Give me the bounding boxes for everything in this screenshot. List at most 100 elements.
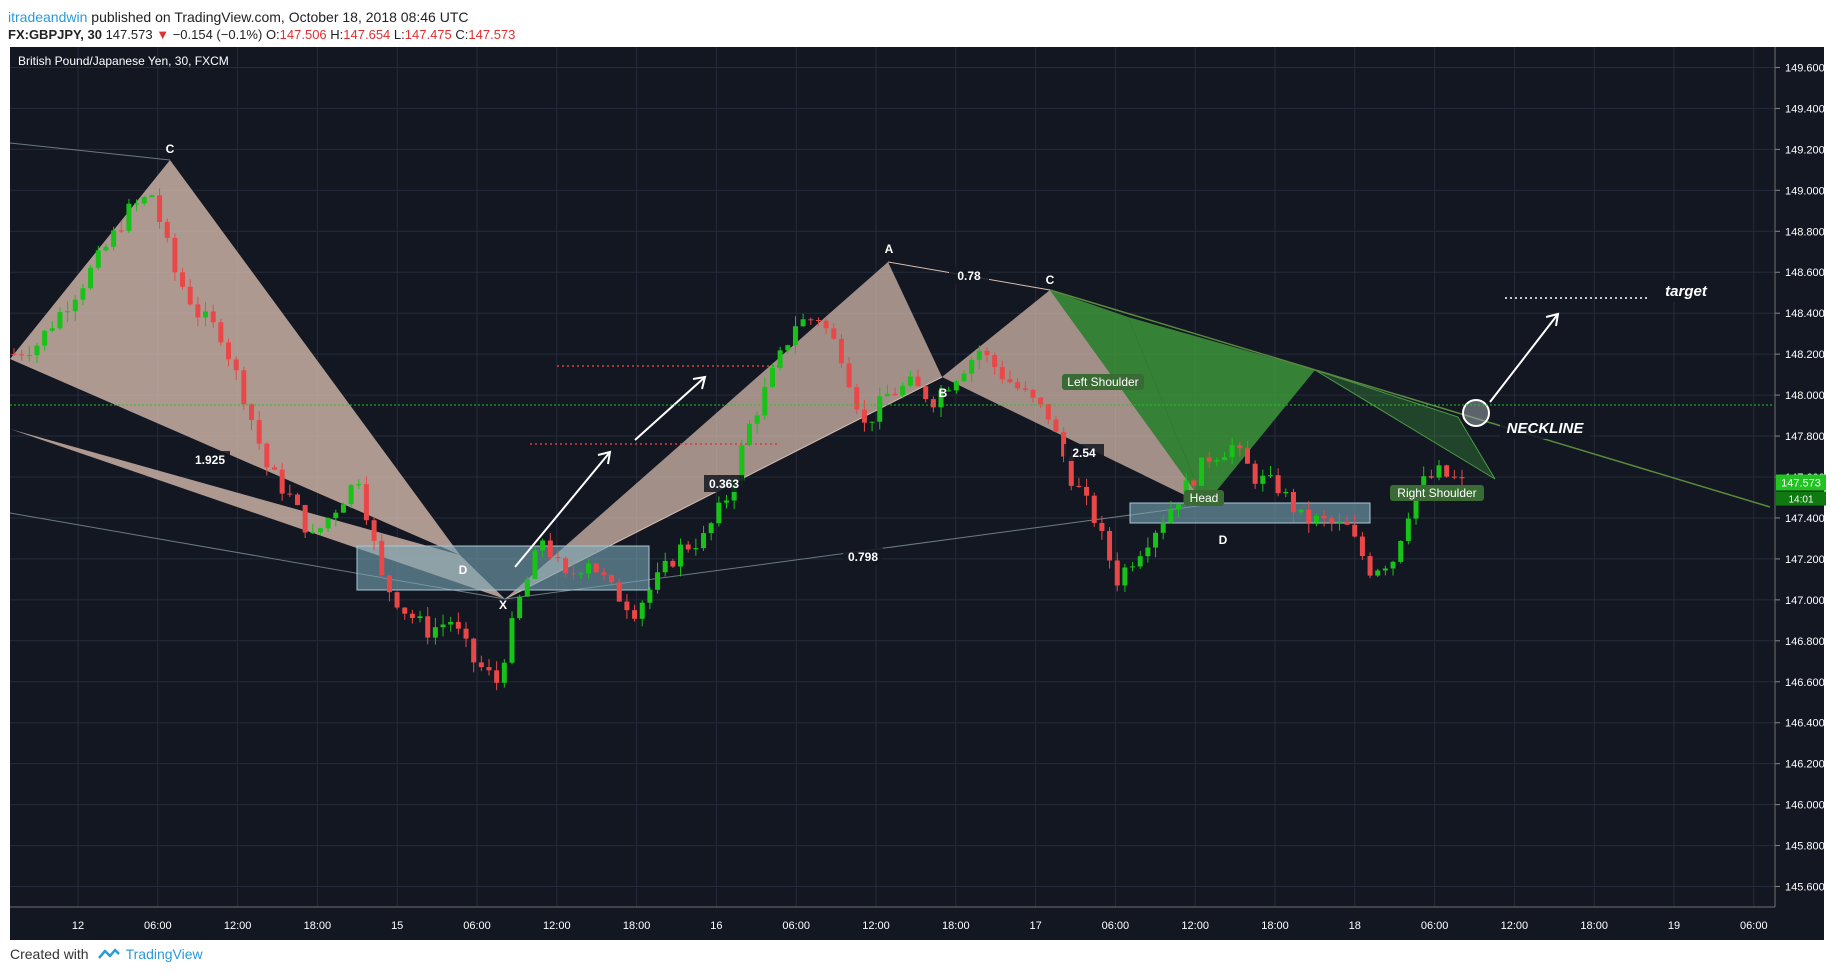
candle-body [785, 345, 791, 351]
candle-body [1221, 457, 1227, 461]
candle-body [348, 484, 354, 505]
candle-body [1122, 567, 1128, 586]
last-price-tag [1776, 474, 1826, 491]
candle-body [65, 311, 71, 313]
candle-body [1199, 457, 1205, 486]
candle-body [524, 578, 530, 597]
candle-body [486, 667, 492, 671]
candle-body [1206, 457, 1212, 462]
candle-body [157, 195, 163, 222]
candle-body [271, 467, 277, 470]
symbol-label: FX:GBPJPY, 30 [8, 27, 102, 42]
arrow-head [597, 450, 612, 465]
ratio-label: 2.54 [1064, 444, 1104, 461]
candle-body [226, 342, 232, 360]
published-text: published on TradingView.com, October 18… [91, 9, 469, 25]
arrow [634, 376, 706, 441]
candle-body [930, 399, 936, 408]
candle-body [1260, 475, 1266, 484]
x-tick-label: 15 [391, 920, 403, 932]
pattern-point-label: X [499, 598, 507, 612]
tradingview-brand[interactable]: TradingView [97, 946, 203, 962]
candle-body [823, 320, 829, 329]
ratio-label-text: 0.78 [957, 269, 981, 283]
candle-body [961, 373, 967, 382]
candle-body [1191, 480, 1197, 486]
candle-body [95, 250, 101, 268]
candle-body [1007, 379, 1013, 383]
candle-body [815, 320, 821, 322]
candle-body [1375, 570, 1381, 576]
y-tick-label: 149.000 [1785, 185, 1825, 197]
created-with-text: Created with [10, 946, 89, 962]
candle-body [854, 387, 860, 410]
candle-body [616, 582, 622, 602]
symbol-info: FX:GBPJPY, 30 147.573 ▼ −0.154 (−0.1%) O… [8, 27, 515, 42]
neckline-label-text: NECKLINE [1507, 420, 1585, 437]
price-change: −0.154 (−0.1%) [172, 27, 263, 42]
candle-body [900, 385, 906, 396]
candle-body [57, 312, 63, 329]
candle-body [1306, 509, 1312, 523]
y-tick-label: 145.800 [1785, 841, 1825, 853]
candle-body [371, 520, 377, 541]
candle-body [1076, 485, 1082, 487]
ratio-label-bg [704, 475, 744, 492]
candle-body [1061, 431, 1067, 457]
candle-body [118, 230, 124, 232]
candle-body [333, 512, 339, 519]
candle-body [42, 330, 48, 346]
y-tick-label: 147.000 [1785, 595, 1825, 607]
candle-body [938, 390, 944, 408]
arrow-head [692, 375, 707, 390]
candle-body [984, 350, 990, 356]
author-link[interactable]: itradeandwin [8, 9, 88, 25]
candle-body [1390, 561, 1396, 569]
candle-body [685, 544, 691, 550]
ratio-label-bg [1064, 444, 1104, 461]
x-tick-label: 16 [710, 920, 722, 932]
candle-body [976, 350, 982, 360]
candle-body [946, 390, 952, 392]
chart-container[interactable]: British Pound/Japanese Yen, 30, FXCM C D X A… [0, 47, 1831, 940]
y-tick-label: 146.400 [1785, 718, 1825, 730]
y-tick-label: 147.800 [1785, 431, 1825, 443]
chart-title: British Pound/Japanese Yen, 30, FXCM [18, 54, 229, 68]
candle-body [769, 367, 775, 388]
candle-body [1153, 532, 1159, 548]
candle-body [609, 574, 615, 583]
candle-body [1382, 568, 1388, 571]
candle-body [1107, 530, 1113, 561]
candle-body [1030, 389, 1036, 398]
candle-body [425, 616, 431, 638]
candle-body [969, 359, 975, 374]
hs-triangle [1128, 317, 1315, 505]
candle-body [1022, 388, 1028, 390]
candle-body [792, 326, 798, 346]
ratio-label-bg [190, 451, 230, 468]
ratio-label-bg [949, 267, 989, 284]
change-down-icon: ▼ [156, 27, 170, 42]
price-chart[interactable]: British Pound/Japanese Yen, 30, FXCM C D X A… [0, 47, 1831, 940]
candle-body [1275, 475, 1281, 494]
candle-body [547, 540, 553, 558]
candle-body [915, 376, 921, 387]
candle-body [869, 421, 875, 423]
candle-body [1145, 547, 1151, 557]
candle-body [808, 319, 814, 321]
arrow [1489, 313, 1559, 403]
candle-body [1421, 476, 1427, 488]
candle-body [724, 500, 730, 503]
hs-label-text: Left Shoulder [1067, 375, 1138, 389]
axes: 149.600 149.400 149.200 149.000 148.800 148.6… [10, 47, 1826, 940]
candle-body [363, 484, 369, 521]
candle-body [586, 563, 592, 574]
candle-body [1313, 515, 1319, 523]
candle-body [907, 376, 913, 386]
candle-body [249, 404, 255, 421]
candle-body [846, 363, 852, 388]
y-tick-label: 147.200 [1785, 554, 1825, 566]
candle-body [1359, 536, 1365, 557]
candle-body [992, 355, 998, 368]
candle-body [1045, 404, 1051, 420]
